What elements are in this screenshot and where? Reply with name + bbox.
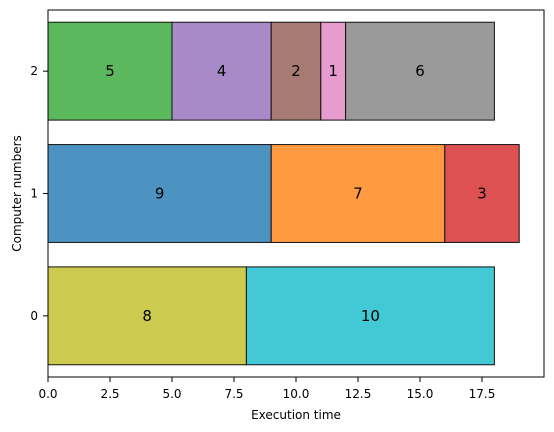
x-tick-label: 10.0 xyxy=(283,387,310,401)
task-bar-5 xyxy=(47,21,173,121)
y-axis-label: Computer numbers xyxy=(10,135,24,252)
task-label-3: 3 xyxy=(477,185,487,203)
task-label-7: 7 xyxy=(353,185,363,203)
x-tick-label: 7.5 xyxy=(224,387,243,401)
x-tick-label: 17.5 xyxy=(469,387,496,401)
x-tick-label: 2.5 xyxy=(100,387,119,401)
task-bar-2 xyxy=(270,21,322,121)
task-label-1: 1 xyxy=(328,62,338,80)
bars-layer xyxy=(47,21,520,366)
task-bar-1 xyxy=(320,21,347,121)
task-bar-4 xyxy=(171,21,272,121)
task-bar-9 xyxy=(47,144,272,243)
x-axis-label: Execution time xyxy=(251,408,341,422)
x-tick-label: 15.0 xyxy=(407,387,434,401)
task-bar-3 xyxy=(444,144,520,243)
task-label-8: 8 xyxy=(142,307,152,325)
task-bar-7 xyxy=(270,144,446,243)
task-label-5: 5 xyxy=(105,62,115,80)
task-bar-10 xyxy=(245,266,495,366)
y-axis-ticks: 0 1 2 xyxy=(30,64,48,323)
x-tick-label: 12.5 xyxy=(345,387,372,401)
y-tick-label: 2 xyxy=(30,64,38,78)
y-tick-label: 1 xyxy=(30,187,38,201)
x-tick-label: 5.0 xyxy=(162,387,181,401)
x-axis-ticks: 0.0 2.5 5.0 7.5 10.0 12.5 15.0 17.5 xyxy=(38,377,495,401)
task-bar-6 xyxy=(345,21,495,121)
task-label-9: 9 xyxy=(155,185,165,203)
task-label-6: 6 xyxy=(415,62,425,80)
bar-labels-layer: 5 4 2 1 6 9 7 3 8 10 xyxy=(105,62,487,325)
task-label-4: 4 xyxy=(217,62,227,80)
y-tick-label: 0 xyxy=(30,309,38,323)
task-label-2: 2 xyxy=(291,62,301,80)
task-label-10: 10 xyxy=(361,307,380,325)
x-tick-label: 0.0 xyxy=(38,387,57,401)
